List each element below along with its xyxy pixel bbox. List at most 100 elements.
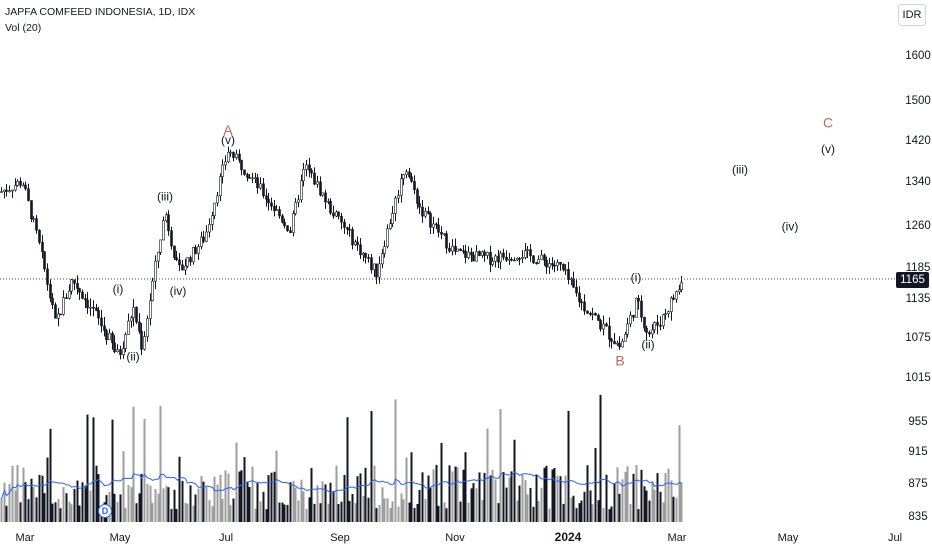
volume-bar — [227, 473, 230, 522]
volume-bar — [472, 483, 475, 522]
candle-body — [437, 224, 440, 233]
candle-body — [435, 223, 438, 226]
volume-bar — [629, 504, 632, 522]
candle-body — [119, 349, 122, 355]
volume-bar — [256, 483, 259, 522]
volume-bar — [3, 482, 6, 522]
volume-bar — [76, 480, 79, 522]
volume-bar — [130, 487, 133, 522]
wave-label: (iii) — [157, 189, 173, 203]
time-tick-label: Mar — [668, 532, 687, 544]
volume-bar — [499, 409, 502, 522]
time-tick-label: Mar — [16, 532, 35, 544]
volume-bar — [594, 447, 597, 522]
volume-bar — [408, 502, 411, 522]
candle-body — [580, 301, 583, 304]
time-axis[interactable]: Mar May Jul Sep Nov 2024 Mar May Jul — [16, 530, 903, 544]
volume-bar — [572, 495, 575, 522]
volume-bar — [70, 504, 73, 522]
candle-body — [599, 320, 602, 330]
volume-bar — [146, 483, 149, 522]
wave-label: (i) — [631, 270, 642, 284]
candle-body — [278, 209, 281, 217]
volume-bar — [486, 428, 489, 522]
candle-body — [510, 258, 513, 261]
volume-bar — [497, 503, 500, 522]
volume-bar — [324, 484, 327, 522]
candle-body — [170, 230, 173, 247]
volume-bar — [283, 504, 286, 522]
candle-body — [235, 153, 238, 158]
candle-body — [181, 264, 184, 271]
candle-body — [413, 181, 416, 190]
volume-bar — [583, 491, 586, 522]
candle-body — [256, 177, 259, 189]
candle-body — [100, 317, 103, 327]
volume-bar — [597, 500, 600, 522]
volume-bar — [35, 497, 38, 522]
candle-body — [383, 246, 386, 255]
volume-bar — [659, 491, 662, 522]
volume-bar — [259, 501, 262, 522]
candle-body — [432, 223, 435, 228]
volume-bar — [8, 484, 11, 522]
candle-body — [464, 250, 467, 258]
candle-body — [30, 200, 33, 220]
volume-bar — [586, 465, 589, 522]
candle-body — [667, 311, 670, 314]
volume-indicator-label[interactable]: Vol (20) — [5, 22, 42, 34]
candle-body — [103, 325, 106, 331]
candlestick-series — [0, 146, 683, 360]
volume-bar — [608, 509, 611, 522]
candle-body — [162, 220, 165, 241]
volume-bar — [235, 442, 238, 522]
volume-bar — [138, 493, 141, 522]
volume-bar — [194, 494, 197, 522]
candle-body — [375, 263, 378, 278]
volume-bar — [599, 394, 602, 522]
volume-bar — [95, 465, 98, 522]
dividend-badge[interactable]: D — [98, 504, 112, 518]
candle-body — [213, 202, 216, 216]
candle-body — [656, 322, 659, 326]
candle-body — [316, 181, 319, 185]
candle-body — [526, 249, 529, 251]
candle-body — [86, 299, 89, 309]
candle-body — [3, 189, 6, 192]
candle-body — [200, 236, 203, 247]
volume-bar — [346, 417, 349, 522]
candle-body — [680, 282, 683, 291]
candle-body — [211, 215, 214, 225]
candle-body — [445, 233, 448, 249]
candle-body — [57, 313, 60, 319]
volume-bar — [570, 497, 573, 522]
volume-bar — [159, 405, 162, 522]
currency-selector[interactable]: IDR — [898, 4, 926, 26]
candle-body — [653, 322, 656, 331]
volume-bar — [467, 502, 470, 522]
candle-body — [664, 313, 667, 316]
price-tick-label: 1185 — [906, 262, 931, 274]
candle-body — [562, 264, 565, 270]
volume-bar — [494, 479, 497, 522]
volume-bar — [575, 508, 578, 522]
candle-body — [59, 313, 62, 316]
volume-bar — [508, 477, 511, 522]
price-tick-label: 1500 — [905, 95, 931, 107]
candle-body — [16, 181, 19, 186]
volume-bar — [475, 488, 478, 522]
volume-bar — [445, 508, 448, 522]
candle-body — [672, 297, 675, 300]
candle-body — [543, 254, 546, 261]
volume-bar — [211, 506, 214, 522]
volume-bar — [11, 465, 14, 522]
volume-bar — [24, 482, 27, 522]
volume-bar — [175, 509, 178, 522]
price-axis[interactable]: 1600 1500 1420 1340 1260 1185 1135 1075 1015 955 9… — [905, 50, 931, 523]
candle-body — [294, 201, 297, 214]
price-tick-label: 1420 — [905, 135, 931, 147]
candle-body — [489, 252, 492, 265]
candle-body — [202, 236, 205, 242]
volume-bar — [65, 493, 68, 522]
